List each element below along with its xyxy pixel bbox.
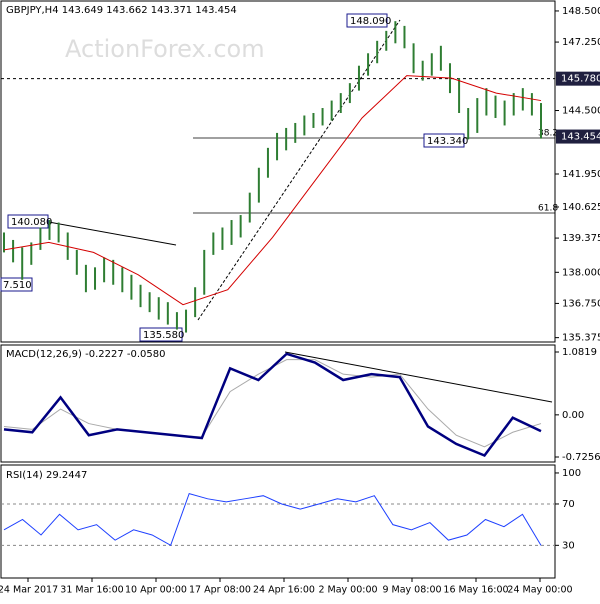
x-tick-label: 24 Apr 16:00 <box>253 585 315 596</box>
macd-label: MACD(12,26,9) -0.2227 -0.0580 <box>6 349 166 360</box>
y-tick-label: 148.500 <box>562 6 600 17</box>
x-tick-label: 9 May 08:00 <box>382 585 441 596</box>
macd-line <box>3 352 542 458</box>
y-tick-label: 70 <box>562 499 575 510</box>
trend-line <box>197 19 401 321</box>
annotation: 38.2 <box>538 129 558 139</box>
macd-panel <box>0 344 556 463</box>
x-tick-label: 16 May 16:00 <box>443 585 508 596</box>
y-tick-label: 139.375 <box>562 233 600 244</box>
y-tick-label: 147.250 <box>562 37 600 48</box>
x-tick-label: 24 May 00:00 <box>507 585 572 596</box>
y-tick-label: -0.7256 <box>562 452 600 463</box>
watermark: ActionForex.com <box>65 35 265 63</box>
rsi-panel <box>0 464 556 579</box>
x-tick-label: 24 Mar 2017 <box>0 585 58 596</box>
x-tick-label: 17 Apr 08:00 <box>189 585 251 596</box>
y-tick-label: 140.625 <box>562 202 600 213</box>
annotations: 148.090 143.340 140.080 7.510 135.580 38… <box>0 13 558 342</box>
y-tick-label: 100 <box>562 468 581 479</box>
macd-line <box>3 359 542 448</box>
price-marker <box>556 129 600 144</box>
y-tick-label: 144.500 <box>562 106 600 117</box>
y-tick-label: 141.950 <box>562 169 600 180</box>
annotation: 135.580 <box>143 330 184 341</box>
y-tick-label: 135.375 <box>562 333 600 344</box>
x-tick-label: 31 Mar 16:00 <box>60 585 123 596</box>
y-tick-label: 136.750 <box>562 298 600 309</box>
x-tick-label: 2 May 00:00 <box>318 585 377 596</box>
rsi-line <box>3 493 542 547</box>
moving-average <box>3 75 542 306</box>
price-panel <box>0 0 556 343</box>
chart-title: GBPJPY,H4 143.649 143.662 143.371 143.45… <box>6 5 237 16</box>
annotation: 148.090 <box>350 16 391 27</box>
x-tick-label: 10 Apr 00:00 <box>125 585 187 596</box>
annotation: 7.510 <box>3 280 32 291</box>
annotation: 61.8 <box>538 204 558 214</box>
y-tick-label: 0.00 <box>562 410 584 421</box>
price-marker-label: 145.780 <box>561 74 600 85</box>
y-tick-label: 138.000 <box>562 267 600 278</box>
trend-line <box>284 351 553 403</box>
annotation: 143.340 <box>427 136 468 147</box>
annotation: 140.080 <box>11 217 52 228</box>
price-marker-label: 143.454 <box>561 132 600 143</box>
rsi-label: RSI(14) 29.2447 <box>6 470 87 481</box>
price-marker <box>556 71 600 86</box>
y-tick-label: 30 <box>562 540 575 551</box>
y-tick-label: 1.0819 <box>562 347 597 358</box>
